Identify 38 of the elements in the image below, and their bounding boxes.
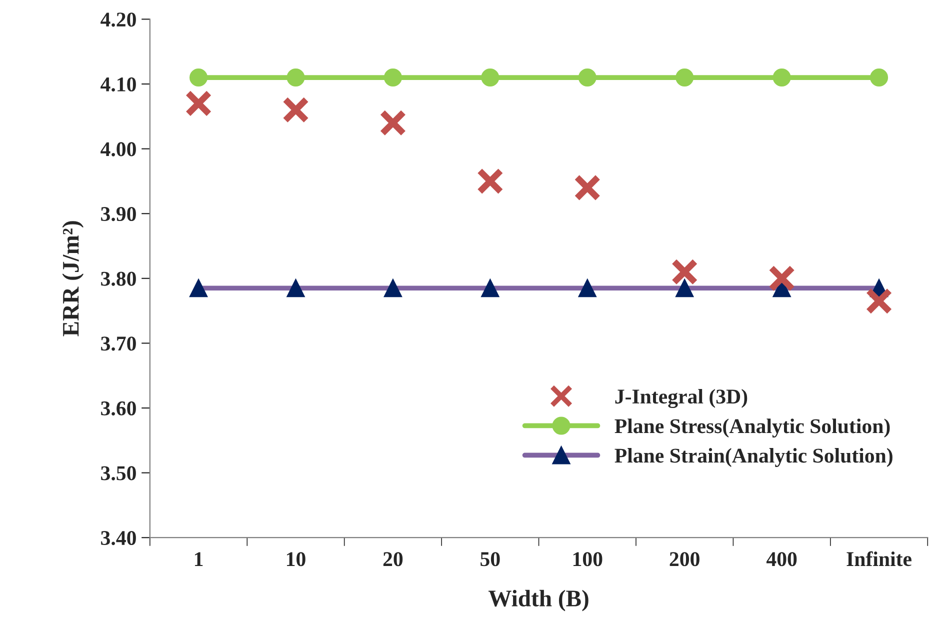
y-tick-label: 4.20 <box>100 12 136 27</box>
y-tick-label: 4.00 <box>100 142 136 156</box>
point <box>476 168 504 195</box>
x-tick-label: Infinite <box>846 551 912 566</box>
point <box>185 90 212 117</box>
x-tick-label: 200 <box>670 552 700 566</box>
point <box>286 68 305 87</box>
point <box>768 264 796 292</box>
point <box>772 68 791 87</box>
legend-label: J-Integral (3D) <box>615 388 748 408</box>
point <box>578 68 596 87</box>
point <box>866 288 892 315</box>
y-tick-label: 3.90 <box>101 206 136 222</box>
point <box>671 258 698 286</box>
y-tick-label: 3.70 <box>101 336 136 351</box>
point <box>190 68 208 87</box>
point <box>481 68 500 87</box>
x-axis-title: Width (B) <box>488 590 588 612</box>
point <box>574 174 601 202</box>
legend-label: Plane Stress(Analytic Solution) <box>614 418 890 438</box>
y-tick-label: 3.60 <box>101 401 136 416</box>
x-tick-label: 20 <box>383 552 403 566</box>
y-tick-label: 3.40 <box>101 530 136 546</box>
point <box>384 68 402 87</box>
point <box>380 109 406 136</box>
y-tick-label: 3.50 <box>101 466 136 480</box>
legend-label: Plane Strain(Analytic Solution) <box>614 448 892 468</box>
y-tick-label: 4.10 <box>100 77 136 92</box>
y-axis-title: ERR (J/m²) <box>62 221 84 336</box>
x-tick-label: 10 <box>286 552 306 566</box>
point <box>676 68 694 87</box>
x-tick-label: 100 <box>573 552 602 566</box>
x-tick-label: 400 <box>766 552 797 566</box>
x-tick-label: 50 <box>480 552 500 566</box>
point <box>870 68 888 87</box>
x-tick-label: 1 <box>194 552 203 566</box>
point <box>282 96 310 124</box>
y-tick-label: 3.80 <box>101 272 136 286</box>
